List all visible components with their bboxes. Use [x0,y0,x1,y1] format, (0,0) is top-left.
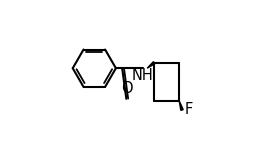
Text: NH: NH [131,67,153,83]
Text: F: F [185,102,193,117]
Polygon shape [147,62,155,68]
Text: O: O [121,81,133,96]
Polygon shape [179,101,183,110]
